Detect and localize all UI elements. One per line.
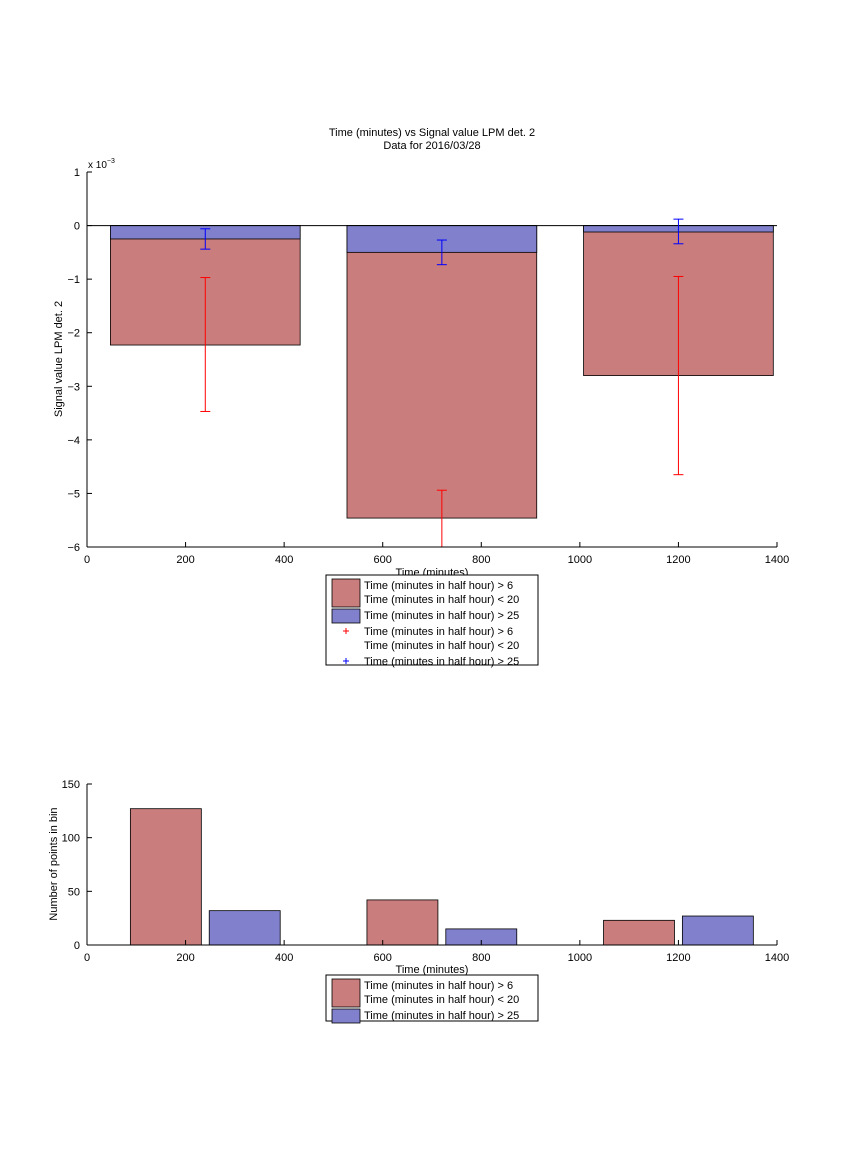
x-tick-label: 1000: [568, 554, 592, 566]
y-tick-label: −5: [67, 488, 80, 500]
count-legend: Time (minutes in half hour) > 6 Time (min…: [325, 974, 539, 1024]
legend-box: [325, 974, 539, 1022]
x-tick-label: 600: [374, 952, 392, 964]
count-chart: 0 200 400 600 800 1000 1200 1400 0 50 100 150 Time …: [48, 779, 790, 1024]
x-tick-label: 800: [472, 952, 490, 964]
legend-label: Time (minutes in half hour) > 25: [364, 1010, 519, 1022]
y-tick-label: −4: [67, 435, 80, 447]
bar: [366, 899, 439, 946]
x-tick-label: 200: [176, 554, 194, 566]
y-tick-label: −1: [67, 274, 80, 286]
x-tick-label: 1200: [666, 952, 690, 964]
error-bar: [436, 239, 447, 266]
x-tick-label: 0: [84, 554, 90, 566]
y-axis-label: Number of points in bin: [48, 807, 60, 920]
legend-swatch: [331, 608, 361, 624]
x-tick-label: 1400: [765, 952, 789, 964]
legend-box: [325, 574, 539, 666]
y-tick-label: −2: [67, 328, 80, 340]
x-tick-label: 400: [275, 554, 293, 566]
chart-title: Time (minutes) vs Signal value LPM det. …: [329, 127, 535, 139]
x-axis-label: Time (minutes): [396, 964, 469, 976]
y-tick-label: −3: [67, 381, 80, 393]
y-tick-label: 0: [74, 940, 80, 952]
bar: [681, 915, 754, 946]
bar: [129, 808, 202, 946]
error-bar: [673, 218, 684, 245]
y-axis-label: Signal value LPM det. 2: [53, 301, 65, 417]
y-scale-factor: x 10−3: [88, 158, 115, 171]
bar: [208, 910, 281, 946]
legend-label: Time (minutes in half hour) < 20: [364, 994, 519, 1006]
legend-label: Time (minutes in half hour) > 6: [364, 580, 513, 592]
error-bar: [200, 228, 211, 250]
legend-swatch: [331, 578, 361, 608]
legend-label: Time (minutes in half hour) < 20: [364, 594, 519, 606]
bar: [603, 919, 675, 946]
x-tick-label: 1000: [568, 952, 592, 964]
x-tick-label: 800: [472, 554, 490, 566]
y-tick-label: 100: [62, 833, 80, 845]
error-bar: [673, 275, 684, 476]
y-tick-label: 50: [68, 886, 80, 898]
y-tick-label: −6: [67, 542, 80, 554]
legend-label: Time (minutes in half hour) > 6: [364, 626, 513, 638]
signal-legend: Time (minutes in half hour) > 6 Time (min…: [325, 574, 539, 668]
x-tick-label: 1200: [666, 554, 690, 566]
error-bar: [200, 277, 211, 412]
y-tick-label: 1: [74, 167, 80, 179]
legend-swatch: [331, 978, 361, 1008]
x-tick-label: 200: [176, 952, 194, 964]
legend-swatch: [331, 1008, 361, 1024]
legend-label: Time (minutes in half hour) < 20: [364, 640, 519, 652]
y-tick-label: 150: [62, 779, 80, 791]
x-tick-label: 1400: [765, 554, 789, 566]
x-tick-label: 600: [374, 554, 392, 566]
y-tick-label: 0: [74, 221, 80, 233]
legend-label: Time (minutes in half hour) > 6: [364, 980, 513, 992]
chart-subtitle: Data for 2016/03/28: [383, 140, 480, 152]
count-plot-area: 0 200 400 600 800 1000 1200 1400 0 50 100 150: [62, 779, 790, 964]
legend-label: Time (minutes in half hour) > 25: [364, 610, 519, 622]
signal-chart: Time (minutes) vs Signal value LPM det. …: [53, 127, 789, 668]
x-tick-label: 400: [275, 952, 293, 964]
legend-label: Time (minutes in half hour) > 25: [364, 656, 519, 668]
signal-plot-area: 0 200 400 600 800 1000 1200 1400 1 0 −1 −2 −3 −4 −5 −6: [67, 167, 789, 566]
x-tick-label: 0: [84, 952, 90, 964]
bar: [346, 225, 538, 519]
